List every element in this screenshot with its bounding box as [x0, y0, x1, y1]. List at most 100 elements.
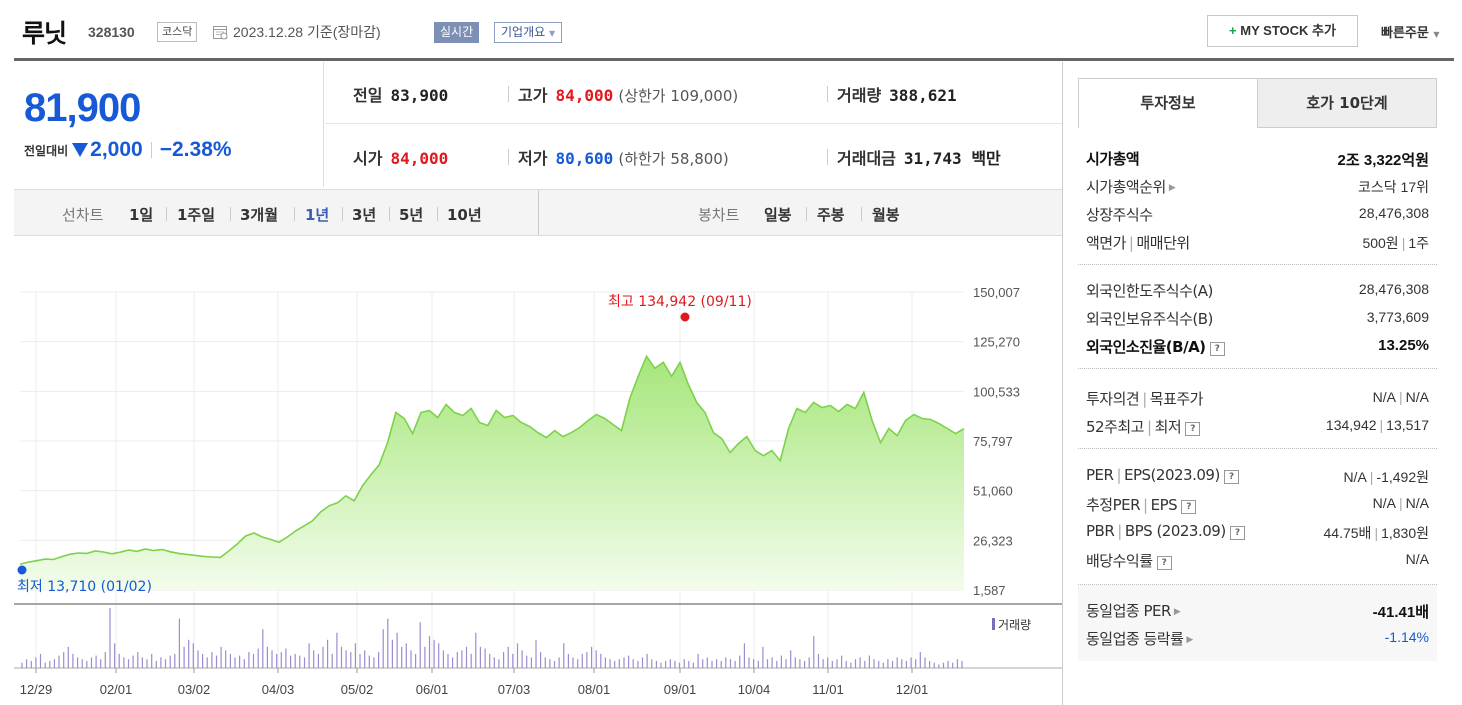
- period-3m[interactable]: 3개월: [240, 206, 279, 224]
- info-row-industry-per[interactable]: 동일업종 PER ▶ -41.41배: [1086, 596, 1429, 624]
- pbr-label: PBR | BPS (2023.09)?: [1086, 522, 1245, 540]
- divider: |: [1128, 234, 1134, 252]
- info-row-listed-shares: 상장주식수 28,476,308: [1086, 200, 1429, 228]
- dividend-value: N/A: [1405, 551, 1429, 567]
- add-my-stock-button[interactable]: + MY STOCK 추가: [1207, 15, 1358, 47]
- divider: |: [1147, 418, 1152, 436]
- quick-order-label: 빠른주문: [1381, 26, 1429, 41]
- stat-open: 시가 84,000: [353, 145, 448, 169]
- candle-monthly[interactable]: 월봉: [872, 206, 900, 224]
- x-tick-label: 03/02: [178, 682, 211, 697]
- period-10y[interactable]: 10년: [447, 206, 482, 224]
- y-tick-label: 26,323: [973, 533, 1013, 548]
- calendar-icon: [213, 26, 228, 40]
- face-value-value: 500원 | 1주: [1362, 233, 1429, 253]
- x-tick-label: 04/03: [262, 682, 295, 697]
- stock-name: 루닛: [22, 19, 67, 48]
- period-1w[interactable]: 1주일: [177, 206, 216, 224]
- industry-rate-label: 동일업종 등락률 ▶: [1086, 628, 1193, 649]
- help-icon[interactable]: ?: [1223, 470, 1239, 484]
- w52-low-number: 13,517: [1386, 417, 1429, 433]
- divider: |: [1374, 525, 1379, 541]
- price-chart-svg: 150,007 125,270 100,533 75,797 51,060 26,323 1…: [14, 285, 1062, 697]
- add-my-stock-label: MY STOCK 추가: [1240, 23, 1336, 38]
- help-icon[interactable]: ?: [1181, 500, 1197, 514]
- target-text: 목표주가: [1149, 390, 1204, 408]
- w52-low-text: 최저: [1154, 418, 1182, 436]
- info-row-per: PER | EPS(2023.09)? N/A | -1,492원: [1086, 462, 1429, 490]
- divider: |: [1116, 466, 1122, 484]
- industry-per-label: 동일업종 PER ▶: [1086, 600, 1181, 621]
- period-1y[interactable]: 1년: [305, 206, 330, 224]
- candle-daily[interactable]: 일봉: [764, 206, 792, 224]
- divider: |: [1399, 495, 1403, 511]
- x-tick-label: 02/01: [100, 682, 133, 697]
- divider: [538, 190, 539, 235]
- tab-investment-info[interactable]: 투자정보: [1078, 78, 1258, 128]
- stat-value: 31,743 백만: [903, 149, 1001, 168]
- volume-legend-label: 거래량: [998, 618, 1031, 632]
- investment-info-panel: 투자정보 호가 10단계 시가총액 2조 3,322억원 시가총액순위 ▶ 코스닥…: [1078, 78, 1437, 661]
- period-1d[interactable]: 1일: [129, 206, 154, 224]
- candle-weekly[interactable]: 주봉: [817, 206, 845, 224]
- x-tick-label: 05/02: [341, 682, 374, 697]
- x-tick-label: 12/29: [20, 682, 53, 697]
- valuation-section: PER | EPS(2023.09)? N/A | -1,492원 추정PER | EPS?…: [1078, 462, 1437, 574]
- x-tick-label: 09/01: [664, 682, 697, 697]
- info-row-market-cap-rank[interactable]: 시가총액순위 ▶ 코스닥 17위: [1086, 172, 1429, 200]
- est-per-text: 추정PER: [1086, 496, 1141, 514]
- face-value-text: 액면가: [1086, 234, 1126, 252]
- divider: |: [1379, 417, 1384, 433]
- help-icon[interactable]: ?: [1185, 422, 1201, 436]
- chart-period-bar: 선차트 1일 1주일 3개월 1년 3년 5년 10년 봉차트 일봉 주봉 월봉: [14, 189, 1062, 236]
- stat-label: 거래량: [837, 86, 882, 105]
- help-icon[interactable]: ?: [1229, 526, 1245, 540]
- divider: [1078, 264, 1437, 265]
- chevron-right-icon: ▶: [1186, 635, 1193, 645]
- market-cap-rank-text: 시가총액순위: [1086, 178, 1166, 196]
- quick-order-dropdown[interactable]: 빠른주문 ▼: [1381, 22, 1440, 41]
- base-date: 2023.12.28 기준(장마감): [233, 24, 381, 40]
- stat-high: 고가 84,000 (상한가 109,000): [518, 82, 738, 106]
- price-chart[interactable]: 150,007 125,270 100,533 75,797 51,060 26,323 1…: [14, 236, 1062, 705]
- est-per-value: N/A | N/A: [1373, 495, 1429, 511]
- x-tick-label: 06/01: [416, 682, 449, 697]
- info-row-foreign-ratio: 외국인소진율(B/A)? 13.25%: [1086, 332, 1429, 360]
- info-row-industry-rate[interactable]: 동일업종 등락률 ▶ -1.14%: [1086, 624, 1429, 652]
- help-icon[interactable]: ?: [1156, 556, 1172, 570]
- period-5y[interactable]: 5년: [399, 206, 424, 224]
- tab-hoga-10[interactable]: 호가 10단계: [1257, 78, 1437, 128]
- help-icon[interactable]: ?: [1209, 342, 1225, 356]
- listed-shares-value: 28,476,308: [1358, 205, 1429, 221]
- stock-header: 루닛 328130 코스닥 2023.12.28 기준(장마감) 실시간 기업개…: [0, 0, 1462, 60]
- stat-label: 시가: [353, 149, 383, 168]
- divider: [827, 86, 828, 102]
- realtime-button[interactable]: 실시간: [434, 22, 480, 43]
- stat-label: 거래대금: [837, 149, 896, 168]
- company-overview-dropdown[interactable]: 기업개요 ▼: [494, 22, 563, 43]
- divider: [1078, 584, 1437, 585]
- trade-unit-number: 1주: [1408, 235, 1429, 251]
- candle-chart-label: 봉차트: [698, 206, 740, 224]
- period-3y[interactable]: 3년: [352, 206, 377, 224]
- divider: [150, 142, 152, 158]
- est-per-number: N/A: [1372, 495, 1397, 511]
- stat-label: 저가: [518, 149, 548, 168]
- info-row-face-value: 액면가 | 매매단위 500원 | 1주: [1086, 228, 1429, 256]
- info-row-opinion: 투자의견 | 목표주가 N/A | N/A: [1086, 384, 1429, 412]
- bps-text: BPS (2023.09): [1124, 522, 1226, 540]
- chevron-right-icon: ▶: [1173, 607, 1181, 617]
- listed-shares-label: 상장주식수: [1086, 206, 1153, 224]
- x-tick-label: 07/03: [498, 682, 531, 697]
- y-tick-label: 125,270: [973, 335, 1020, 350]
- bps-number: 1,830원: [1381, 525, 1429, 541]
- stats-row-1: 전일 83,900 고가 84,000 (상한가 109,000) 거래량 388,6…: [325, 62, 1062, 124]
- upper-limit: (상한가 109,000): [618, 87, 739, 105]
- w52-high-number: 134,942: [1325, 417, 1377, 433]
- line-chart-label: 선차트: [62, 206, 104, 224]
- foreign-hold-value: 3,773,609: [1366, 309, 1429, 325]
- low-marker: [17, 565, 27, 575]
- per-number: N/A: [1343, 469, 1367, 485]
- change-label: 전일대비: [24, 143, 69, 158]
- foreign-ratio-value: 13.25%: [1378, 337, 1429, 354]
